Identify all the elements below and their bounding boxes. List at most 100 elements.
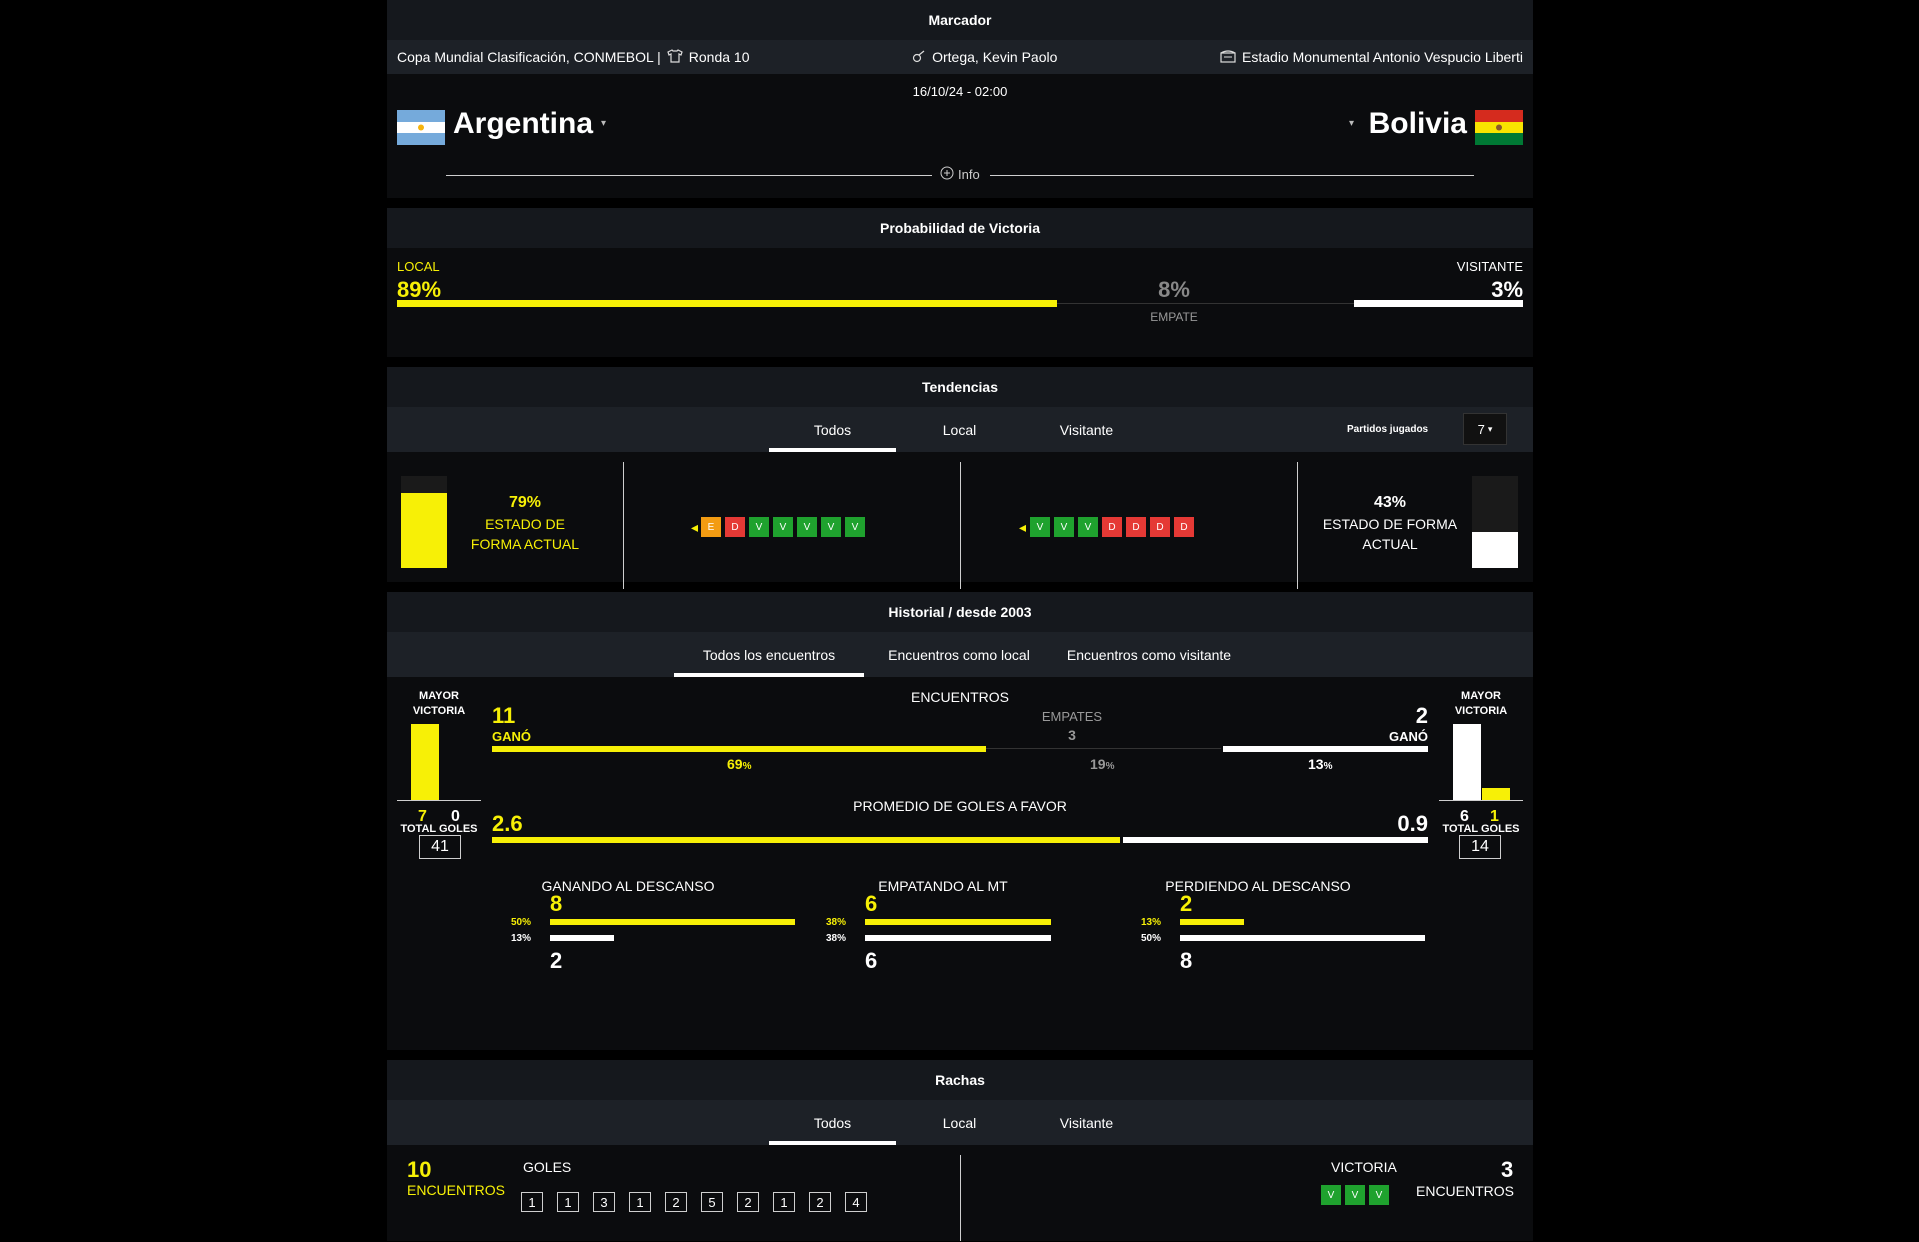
goal-count-box: 2 xyxy=(665,1192,687,1212)
halftime-home-pct: 13% xyxy=(1140,917,1161,928)
info-button[interactable]: Info xyxy=(940,166,980,183)
away-chevron-down-icon[interactable]: ▾ xyxy=(1349,118,1355,129)
bolivia-flag-icon xyxy=(1475,110,1523,145)
halftime-away-count: 8 xyxy=(1180,948,1193,973)
scoreboard-panel: 16/10/24 - 02:00 Argentina ▾ ▾ Bolivia I… xyxy=(387,74,1533,198)
stadium-icon xyxy=(1220,49,1236,66)
tab-local[interactable]: Local xyxy=(942,421,977,438)
halftime-label: GANANDO AL DESCANSO xyxy=(541,878,715,894)
goals-streak-label: GOLES xyxy=(523,1159,572,1175)
arrow-left-icon: ◂ xyxy=(691,519,699,535)
baseline xyxy=(397,800,481,801)
scoreboard-title: Marcador xyxy=(928,12,992,28)
probability-title: Probabilidad de Victoria xyxy=(879,220,1040,236)
visitor-probability-bar xyxy=(1354,300,1523,307)
info-divider-left xyxy=(446,175,932,176)
trends-header: Tendencias xyxy=(387,367,1533,407)
streak-result-chip: V xyxy=(1345,1185,1365,1205)
history-tabs: Todos los encuentros Encuentros como loc… xyxy=(387,632,1533,677)
away-goals-avg-bar xyxy=(1123,837,1428,843)
away-total-goals-label: TOTAL GOLES xyxy=(1442,823,1520,835)
home-total-goals: 41 xyxy=(419,835,461,859)
away-won-label: GANÓ xyxy=(1389,729,1428,744)
tab-local[interactable]: Local xyxy=(942,1114,977,1131)
home-total-goals-label: TOTAL GOLES xyxy=(400,823,478,835)
home-team-name[interactable]: Argentina xyxy=(453,107,594,140)
played-value: 7 xyxy=(1477,421,1485,437)
away-result-chip: D xyxy=(1102,517,1122,537)
match-widget: Marcador Copa Mundial Clasificación, CON… xyxy=(387,0,1533,1242)
divider xyxy=(1297,462,1298,589)
goal-count-box: 5 xyxy=(701,1192,723,1212)
home-chevron-down-icon[interactable]: ▾ xyxy=(601,118,607,129)
local-probability-bar xyxy=(397,300,1057,307)
home-wins: 11 xyxy=(492,703,516,728)
halftime-away-bar xyxy=(865,935,1051,941)
trends-tabs: Todos Local Visitante Partidos jugados 7… xyxy=(387,407,1533,452)
tab-all[interactable]: Todos xyxy=(769,1100,896,1145)
goal-count-box: 1 xyxy=(629,1192,651,1212)
streak-result-chip: V xyxy=(1321,1185,1341,1205)
competition-label: Copa Mundial Clasificación, CONMEBOL | xyxy=(397,49,661,65)
tab-home-matches[interactable]: Encuentros como local xyxy=(888,646,1030,663)
home-biggest-score-1: 7 xyxy=(418,808,427,825)
halftime-away-count: 2 xyxy=(550,948,563,973)
halftime-away-pct: 38% xyxy=(825,933,846,944)
home-result-chip: V xyxy=(845,517,865,537)
draws-value: 3 xyxy=(1068,727,1076,743)
right-streak-label: VICTORIA xyxy=(1331,1159,1397,1175)
streak-result-chip: V xyxy=(1369,1185,1389,1205)
home-result-chip: D xyxy=(725,517,745,537)
away-wins-bar xyxy=(1223,746,1428,752)
probability-panel: LOCAL 89% VISITANTE 3% 8% EMPATE xyxy=(387,248,1533,357)
away-result-chip: V xyxy=(1030,517,1050,537)
match-meta-bar: Copa Mundial Clasificación, CONMEBOL | R… xyxy=(387,40,1533,74)
halftime-label: PERDIENDO AL DESCANSO xyxy=(1165,878,1351,894)
away-biggest-score-1: 6 xyxy=(1460,808,1469,825)
home-biggest-score-2: 0 xyxy=(451,808,460,825)
divider xyxy=(960,1155,961,1241)
halftime-away-bar xyxy=(1180,935,1425,941)
tab-all[interactable]: Todos xyxy=(769,407,896,452)
halftime-home-bar xyxy=(1180,919,1244,925)
round-label: Ronda 10 xyxy=(688,49,750,65)
left-streak-label: ENCUENTROS xyxy=(407,1182,506,1198)
halftime-home-bar xyxy=(865,919,1051,925)
visitor-label: VISITANTE xyxy=(1456,259,1523,274)
away-form-value: 43% xyxy=(1373,494,1407,511)
halftime-away-bar xyxy=(550,935,614,941)
tab-away-matches[interactable]: Encuentros como visitante xyxy=(1066,646,1232,663)
away-wins: 2 xyxy=(1415,703,1428,728)
right-streak-sub: ENCUENTROS xyxy=(1416,1183,1515,1199)
draw-probability-bar xyxy=(1057,303,1354,304)
away-biggest-label: MAYOR VICTORIA xyxy=(1454,690,1508,717)
tab-all-matches[interactable]: Todos los encuentros xyxy=(674,632,864,677)
home-result-chip: V xyxy=(797,517,817,537)
home-result-chip: V xyxy=(749,517,769,537)
away-team-name[interactable]: Bolivia xyxy=(1368,107,1467,140)
goal-count-box: 1 xyxy=(521,1192,543,1212)
tab-visitor[interactable]: Visitante xyxy=(1059,421,1114,438)
goals-avg-label: PROMEDIO DE GOLES A FAVOR xyxy=(853,798,1067,814)
away-total-goals: 14 xyxy=(1459,835,1501,859)
goal-count-box: 2 xyxy=(737,1192,759,1212)
home-wins-bar xyxy=(492,746,986,752)
tab-visitor[interactable]: Visitante xyxy=(1059,1114,1114,1131)
away-wins-pct: 13% xyxy=(1308,756,1333,772)
scoreboard-header: Marcador xyxy=(387,0,1533,40)
home-biggest-bar xyxy=(411,724,439,800)
history-header: Historial / desde 2003 xyxy=(387,592,1533,632)
trends-title: Tendencias xyxy=(922,379,998,395)
halftime-home-pct: 50% xyxy=(510,917,531,928)
goal-count-box: 2 xyxy=(809,1192,831,1212)
streaks-tabs: Todos Local Visitante xyxy=(387,1100,1533,1145)
right-streak-count: 3 xyxy=(1501,1157,1514,1182)
played-select[interactable]: 7 ▾ xyxy=(1463,413,1507,445)
home-biggest-label: MAYOR VICTORIA xyxy=(412,690,466,717)
away-result-chip: D xyxy=(1126,517,1146,537)
away-result-chip: D xyxy=(1174,517,1194,537)
shirt-icon xyxy=(667,48,683,66)
draws-bar xyxy=(986,748,1221,749)
probability-header: Probabilidad de Victoria xyxy=(387,208,1533,248)
